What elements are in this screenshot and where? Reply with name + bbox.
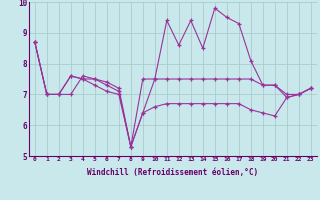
X-axis label: Windchill (Refroidissement éolien,°C): Windchill (Refroidissement éolien,°C): [87, 168, 258, 177]
